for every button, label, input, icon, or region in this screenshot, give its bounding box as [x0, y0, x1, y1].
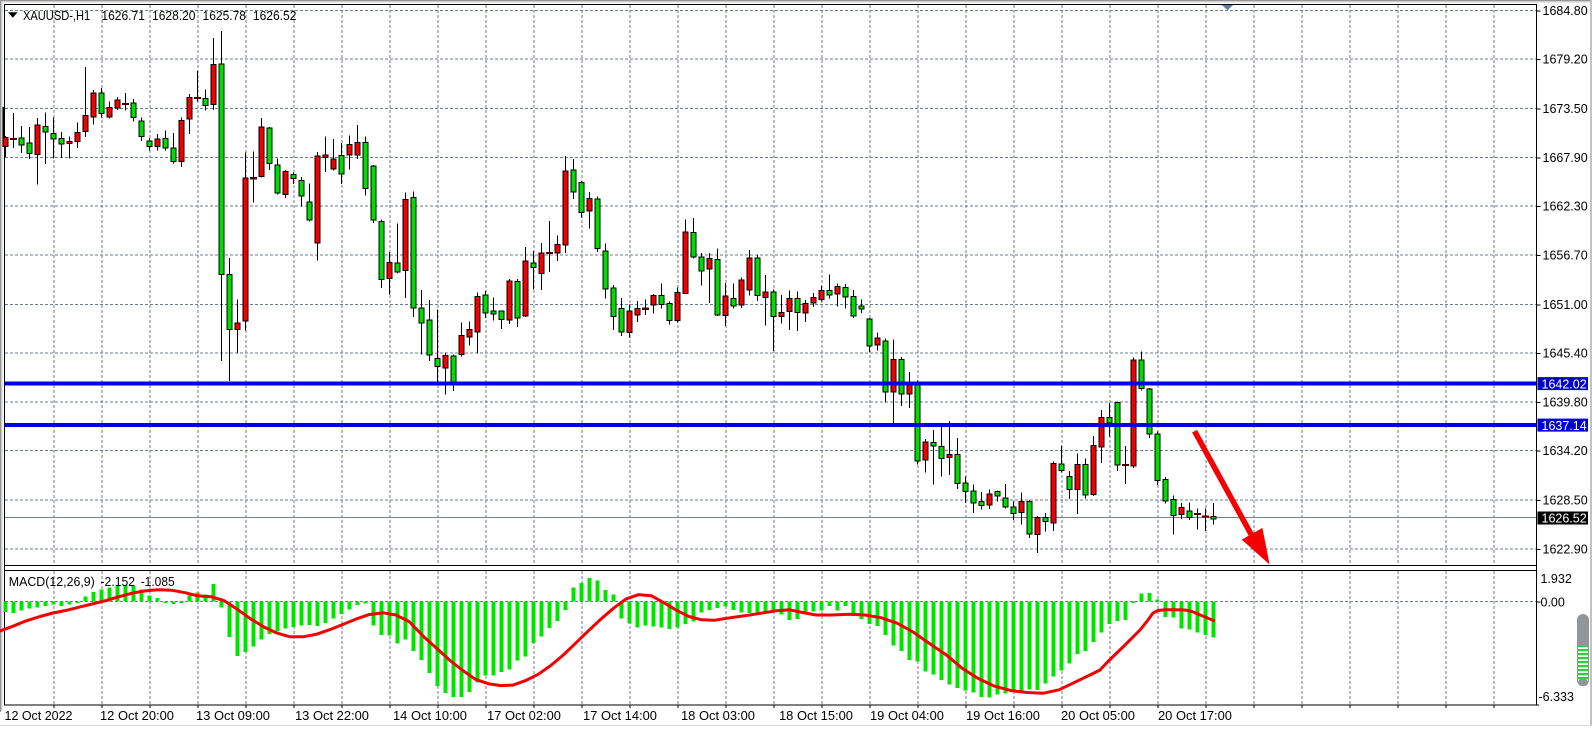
svg-text:MACD(12,26,9): MACD(12,26,9)	[9, 574, 95, 589]
svg-text:1628.20: 1628.20	[152, 8, 196, 23]
svg-text:1626.52: 1626.52	[1542, 512, 1587, 526]
svg-text:13 Oct 22:00: 13 Oct 22:00	[295, 709, 369, 723]
svg-text:12 Oct 2022: 12 Oct 2022	[5, 709, 73, 723]
svg-text:0.00: 0.00	[1541, 596, 1565, 610]
svg-text:18 Oct 15:00: 18 Oct 15:00	[779, 709, 853, 723]
svg-text:20 Oct 05:00: 20 Oct 05:00	[1061, 709, 1135, 723]
svg-text:1.932: 1.932	[1541, 572, 1572, 586]
svg-text:19 Oct 16:00: 19 Oct 16:00	[966, 709, 1040, 723]
svg-text:1679.20: 1679.20	[1543, 53, 1588, 67]
svg-text:1628.50: 1628.50	[1543, 494, 1588, 508]
svg-text:17 Oct 02:00: 17 Oct 02:00	[487, 709, 561, 723]
svg-text:13 Oct 09:00: 13 Oct 09:00	[196, 709, 270, 723]
svg-text:1667.90: 1667.90	[1543, 151, 1588, 165]
svg-text:18 Oct 03:00: 18 Oct 03:00	[681, 709, 755, 723]
svg-text:-1.085: -1.085	[141, 574, 175, 589]
svg-text:14 Oct 10:00: 14 Oct 10:00	[393, 709, 467, 723]
svg-text:1673.50: 1673.50	[1543, 102, 1588, 116]
svg-text:1662.30: 1662.30	[1543, 200, 1588, 214]
svg-text:1625.78: 1625.78	[203, 8, 247, 23]
svg-text:1642.02: 1642.02	[1542, 377, 1587, 391]
svg-text:XAUUSD-,H1: XAUUSD-,H1	[23, 8, 90, 23]
svg-text:1639.80: 1639.80	[1543, 395, 1588, 409]
svg-text:1634.20: 1634.20	[1543, 444, 1588, 458]
svg-text:1656.70: 1656.70	[1543, 248, 1588, 262]
svg-text:1626.52: 1626.52	[253, 8, 297, 23]
svg-text:1622.90: 1622.90	[1543, 542, 1588, 556]
svg-text:1645.40: 1645.40	[1543, 347, 1588, 361]
svg-text:1637.14: 1637.14	[1542, 419, 1587, 433]
svg-text:1651.00: 1651.00	[1543, 298, 1588, 312]
svg-text:1626.71: 1626.71	[101, 8, 144, 23]
svg-text:12 Oct 20:00: 12 Oct 20:00	[100, 709, 174, 723]
svg-text:17 Oct 14:00: 17 Oct 14:00	[583, 709, 657, 723]
svg-text:-2.152: -2.152	[101, 574, 136, 589]
svg-text:-6.333: -6.333	[1539, 690, 1574, 704]
svg-text:1684.80: 1684.80	[1543, 4, 1588, 18]
svg-text:20 Oct 17:00: 20 Oct 17:00	[1158, 709, 1232, 723]
svg-text:19 Oct 04:00: 19 Oct 04:00	[870, 709, 944, 723]
